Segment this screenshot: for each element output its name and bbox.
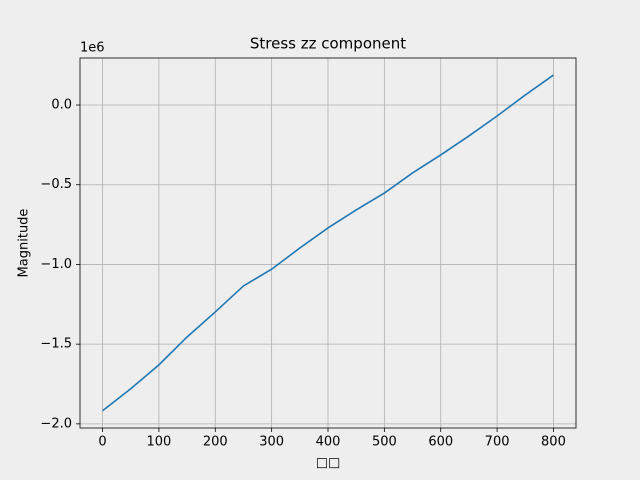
x-tick-label: 600	[428, 435, 453, 450]
x-tick-label: 100	[146, 435, 171, 450]
y-offset-text: 1e6	[80, 41, 105, 56]
x-tick-label: 300	[259, 435, 284, 450]
y-tick-label: 0.0	[51, 98, 72, 113]
x-tick-label: 800	[541, 435, 566, 450]
x-tick-label: 700	[485, 435, 510, 450]
y-tick-label: −1.5	[40, 337, 72, 352]
data-line	[102, 74, 554, 412]
x-tick-label: 500	[372, 435, 397, 450]
x-axis-label: □□	[316, 456, 341, 471]
y-tick-label: −1.0	[40, 257, 72, 272]
y-axis-label: Magnitude	[17, 209, 32, 278]
x-tick-label: 0	[98, 435, 106, 450]
y-tick-label: −0.5	[40, 177, 72, 192]
x-tick-label: 200	[203, 435, 228, 450]
chart-title: Stress zz component	[250, 35, 406, 53]
x-tick-label: 400	[316, 435, 341, 450]
axes-frame	[79, 57, 577, 429]
y-tick-label: −2.0	[40, 416, 72, 431]
